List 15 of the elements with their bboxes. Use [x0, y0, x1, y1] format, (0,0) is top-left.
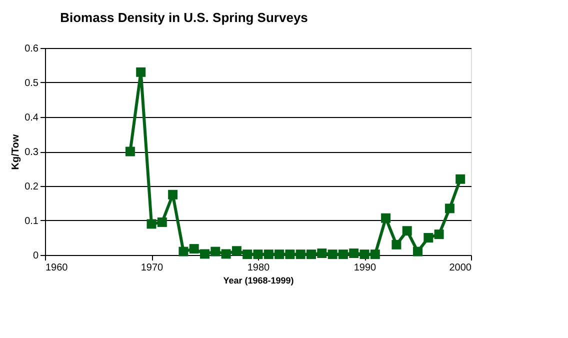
y-tick-label: 0.3: [24, 147, 39, 158]
y-tick-label: 0.1: [24, 216, 39, 227]
x-tick-label: 1980: [247, 262, 270, 274]
y-tick-label: 0.4: [24, 112, 39, 124]
x-axis-title: Year (1968-1999): [223, 276, 294, 286]
x-tick-label: 2000: [449, 262, 472, 274]
y-tick-label: 0.6: [24, 44, 39, 54]
y-tick-label: 0.2: [24, 182, 39, 192]
y-axis-title: Kg/Tow: [10, 134, 22, 170]
chart-title: Biomass Density in U.S. Spring Surveys: [60, 10, 308, 25]
x-tick-label: 1960: [46, 262, 68, 274]
x-tick-label: 1970: [140, 262, 164, 274]
y-tick-label: 0.5: [24, 78, 39, 89]
x-tick-label: 1990: [354, 262, 377, 274]
y-tick-label: 0: [32, 250, 39, 262]
